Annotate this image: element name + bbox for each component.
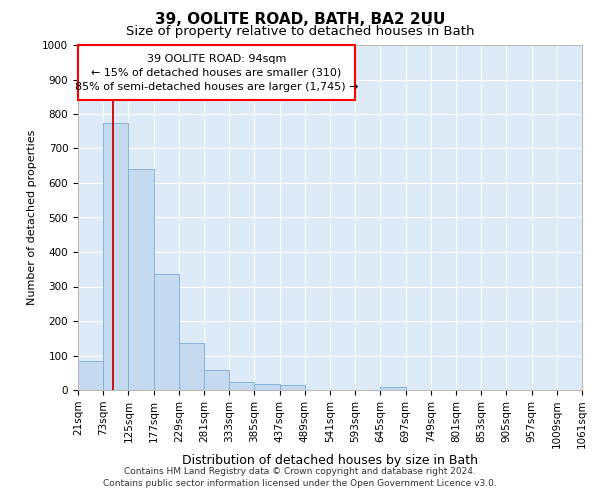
Bar (179, 344, 204, 390)
Bar (78, 360, 103, 390)
Y-axis label: Number of detached properties: Number of detached properties (26, 130, 37, 305)
Text: 39, OOLITE ROAD, BATH, BA2 2UU: 39, OOLITE ROAD, BATH, BA2 2UU (155, 12, 445, 28)
Bar (380, 386, 406, 390)
Text: 39 OOLITE ROAD: 94sqm
← 15% of detached houses are smaller (310)
85% of semi-det: 39 OOLITE ROAD: 94sqm ← 15% of detached … (75, 54, 358, 92)
Bar (154, 274, 179, 390)
Text: Size of property relative to detached houses in Bath: Size of property relative to detached ho… (126, 25, 474, 38)
Bar (128, 169, 154, 390)
Bar (103, 122, 128, 390)
Bar (280, 385, 305, 390)
Bar (229, 382, 254, 390)
Bar (204, 370, 229, 390)
Bar (254, 384, 280, 390)
X-axis label: Distribution of detached houses by size in Bath: Distribution of detached houses by size … (182, 454, 478, 467)
Text: Contains HM Land Registry data © Crown copyright and database right 2024.
Contai: Contains HM Land Registry data © Crown c… (103, 466, 497, 487)
FancyBboxPatch shape (78, 45, 355, 100)
